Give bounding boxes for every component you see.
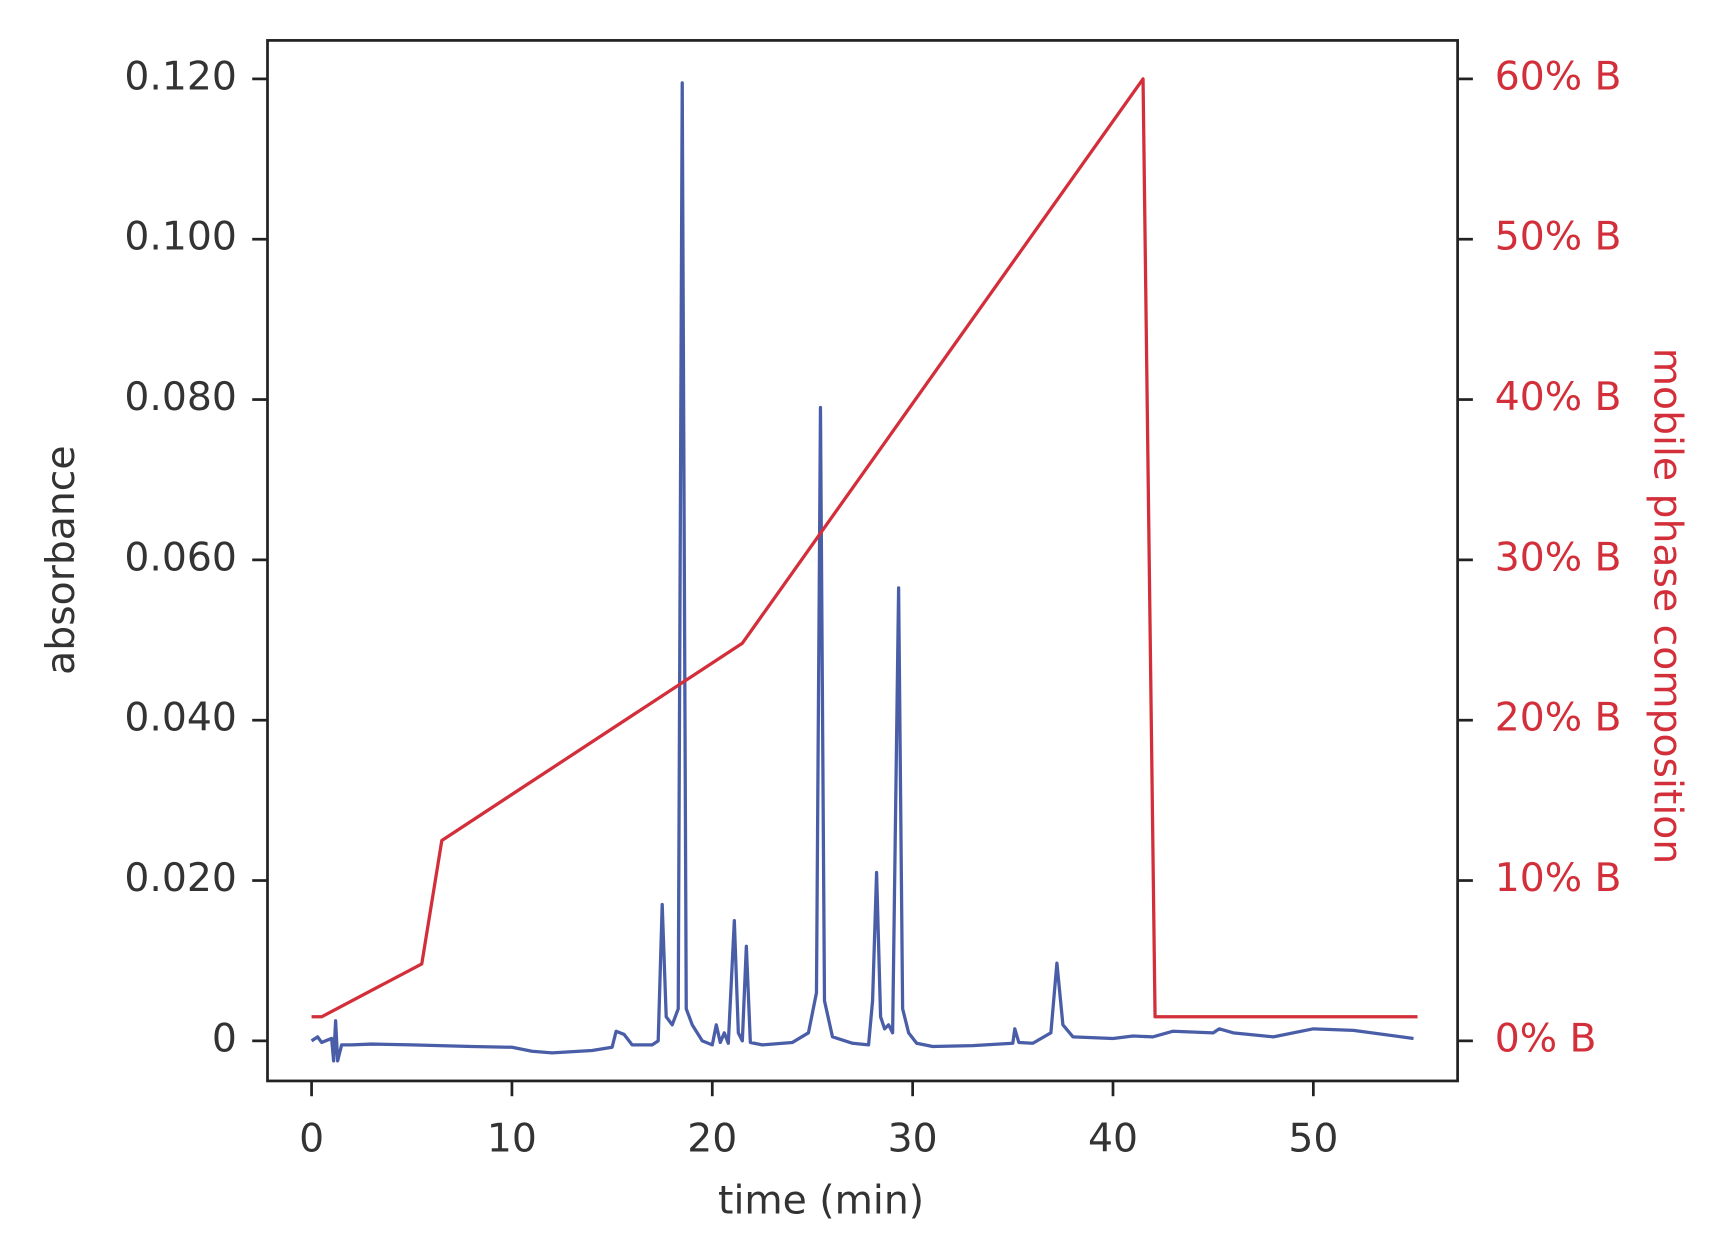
y2-tick-label: 40% B [1495, 375, 1622, 420]
y2-tick-label: 60% B [1495, 54, 1622, 99]
y-tick-label: 0.020 [124, 856, 237, 901]
y2-axis-label: mobile phase composition [1645, 348, 1690, 864]
y-tick-label: 0.060 [124, 535, 237, 580]
y2-tick-label: 10% B [1495, 856, 1622, 901]
y-tick-label: 0.080 [124, 375, 237, 420]
plot-frame [266, 39, 1459, 1083]
y-tick-label: 0.040 [124, 696, 237, 741]
x-axis-label: time (min) [718, 1179, 924, 1224]
y-tick-label: 0.100 [124, 215, 237, 260]
x-tick-label: 0 [299, 1116, 324, 1161]
x-tick-label: 40 [1088, 1116, 1138, 1161]
x-tick-label: 50 [1288, 1116, 1338, 1161]
y2-tick-label: 0% B [1495, 1016, 1597, 1061]
x-tick-label: 20 [687, 1116, 737, 1161]
y-tick-label: 0 [212, 1016, 237, 1061]
x-tick-label: 30 [888, 1116, 938, 1161]
y2-tick-label: 30% B [1495, 535, 1622, 580]
y2-tick-label: 20% B [1495, 696, 1622, 741]
y2-tick-label: 50% B [1495, 215, 1622, 260]
y-tick-label: 0.120 [124, 54, 237, 99]
x-tick-label: 10 [487, 1116, 537, 1161]
series-line [311, 77, 1418, 1019]
series-line [310, 81, 1414, 1063]
y-axis-label: absorbance [39, 445, 84, 674]
